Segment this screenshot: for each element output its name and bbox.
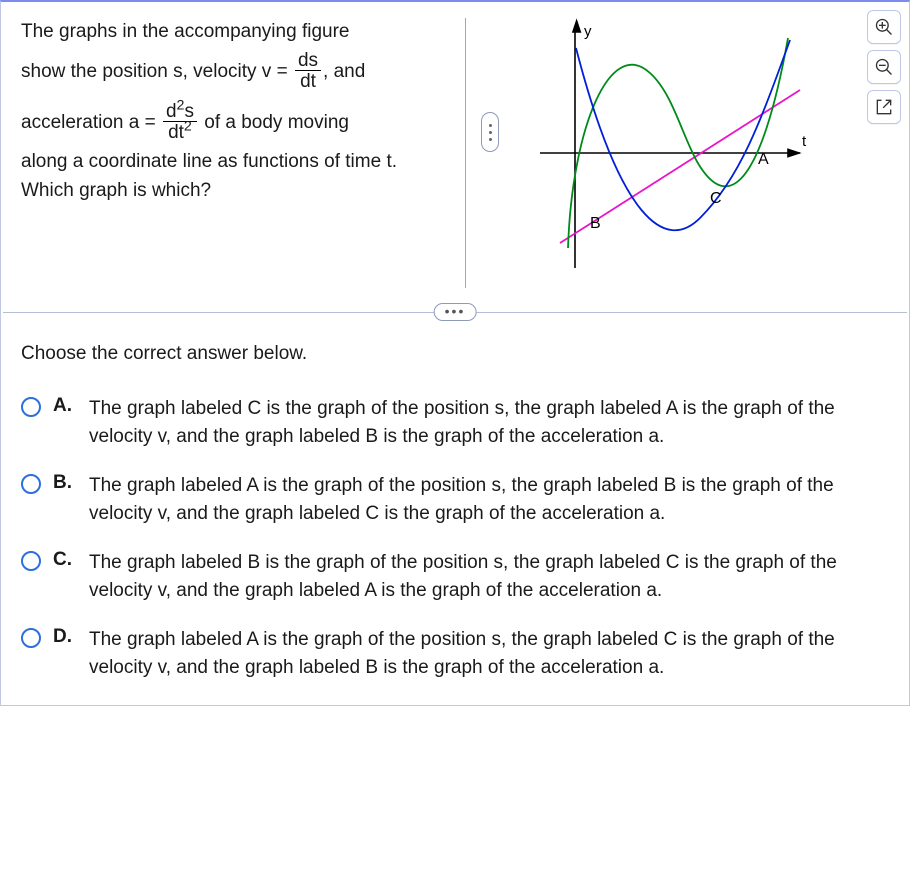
zoom-in-icon bbox=[874, 17, 894, 37]
figure-area: y t A B C bbox=[470, 18, 899, 288]
curve-label-c: C bbox=[710, 190, 722, 207]
zoom-out-icon bbox=[874, 57, 894, 77]
figure-controls bbox=[867, 10, 901, 124]
choice-letter: B. bbox=[53, 472, 77, 494]
dot-icon bbox=[489, 138, 492, 141]
choice-text: The graph labeled A is the graph of the … bbox=[89, 472, 889, 527]
choice-d[interactable]: D. The graph labeled A is the graph of t… bbox=[21, 626, 889, 681]
choice-a[interactable]: A. The graph labeled C is the graph of t… bbox=[21, 395, 889, 450]
popout-button[interactable] bbox=[867, 90, 901, 124]
question-panel: The graphs in the accompanying figure sh… bbox=[1, 2, 909, 312]
radio-b[interactable] bbox=[21, 474, 41, 494]
curve-label-a: A bbox=[758, 151, 769, 168]
choice-list: A. The graph labeled C is the graph of t… bbox=[21, 395, 889, 681]
answer-panel: Choose the correct answer below. A. The … bbox=[1, 313, 909, 705]
question-line2-suffix: , and bbox=[323, 60, 365, 81]
radio-c[interactable] bbox=[21, 551, 41, 571]
fraction-d2s-dt2: d2s dt2 bbox=[163, 102, 197, 144]
choice-text: The graph labeled A is the graph of the … bbox=[89, 626, 889, 681]
question-line3-suffix: of a body moving bbox=[199, 112, 349, 133]
panel-resize-handle[interactable] bbox=[481, 112, 499, 152]
divider-collapse-handle[interactable]: ••• bbox=[434, 303, 477, 321]
question-line2-prefix: show the position s, velocity v = bbox=[21, 60, 288, 81]
choice-b[interactable]: B. The graph labeled A is the graph of t… bbox=[21, 472, 889, 527]
question-line1: The graphs in the accompanying figure bbox=[21, 21, 349, 42]
choice-text: The graph labeled C is the graph of the … bbox=[89, 395, 889, 450]
choice-letter: C. bbox=[53, 549, 77, 571]
radio-a[interactable] bbox=[21, 397, 41, 417]
dot-icon bbox=[489, 131, 492, 134]
external-link-icon bbox=[874, 97, 894, 117]
vertical-divider bbox=[465, 18, 466, 288]
radio-d[interactable] bbox=[21, 628, 41, 648]
zoom-in-button[interactable] bbox=[867, 10, 901, 44]
horizontal-divider: ••• bbox=[3, 312, 907, 313]
axis-label-t: t bbox=[802, 133, 807, 150]
graph-svg: y t A B C bbox=[500, 18, 820, 278]
curve-c-quadratic bbox=[576, 40, 790, 230]
axis-label-y: y bbox=[584, 23, 592, 40]
choice-letter: A. bbox=[53, 395, 77, 417]
fraction-ds-dt: ds dt bbox=[295, 51, 321, 93]
zoom-out-button[interactable] bbox=[867, 50, 901, 84]
question-line4: along a coordinate line as functions of … bbox=[21, 151, 397, 201]
question-line3-prefix: acceleration a = bbox=[21, 112, 156, 133]
choice-text: The graph labeled B is the graph of the … bbox=[89, 549, 889, 604]
question-text: The graphs in the accompanying figure sh… bbox=[21, 18, 461, 288]
choice-c[interactable]: C. The graph labeled B is the graph of t… bbox=[21, 549, 889, 604]
choice-letter: D. bbox=[53, 626, 77, 648]
curve-label-b: B bbox=[590, 215, 601, 232]
dot-icon bbox=[489, 124, 492, 127]
answer-prompt: Choose the correct answer below. bbox=[21, 343, 889, 365]
